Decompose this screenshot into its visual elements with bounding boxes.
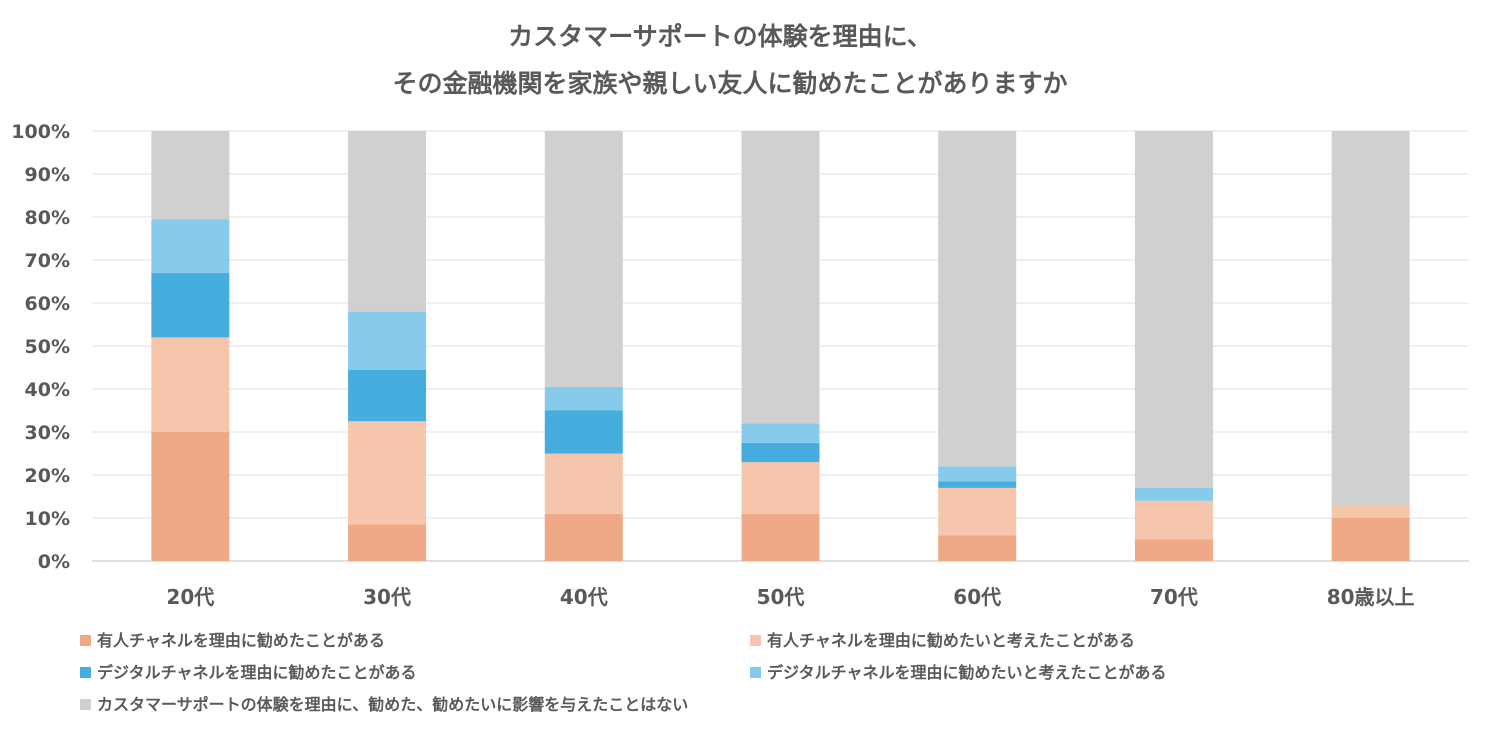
bar-segment-1 — [938, 535, 1017, 561]
y-tick-label: 50% — [25, 336, 70, 358]
bar-segment-3 — [938, 481, 1017, 488]
legend-swatch — [750, 667, 761, 678]
bar-segment-5 — [741, 131, 820, 424]
y-tick-label: 40% — [25, 379, 70, 401]
bar-segment-1 — [348, 524, 427, 561]
legend-label: デジタルチャネルを理由に勧めたことがある — [97, 663, 417, 682]
y-tick-label: 80% — [25, 207, 70, 229]
bar-segment-5 — [348, 131, 427, 312]
bar-segment-3 — [348, 369, 427, 422]
x-tick-label: 40代 — [560, 585, 608, 609]
legend-label: デジタルチャネルを理由に勧めたいと考えたことがある — [767, 663, 1167, 682]
bar-segment-4 — [741, 423, 820, 443]
bar-segment-3 — [741, 442, 820, 463]
chart-title-line-1: カスタマーサポートの体験を理由に、 — [508, 22, 932, 51]
bar-segment-1 — [1331, 518, 1410, 561]
y-tick-label: 60% — [25, 293, 70, 315]
bar-segment-4 — [1134, 487, 1213, 501]
legend-swatch — [80, 699, 91, 710]
bar-segment-2 — [151, 337, 230, 432]
bar-segment-5 — [1134, 131, 1213, 488]
bar-segment-1 — [1134, 539, 1213, 561]
bars — [151, 131, 1410, 561]
legend-swatch — [80, 635, 91, 646]
bar-segment-3 — [544, 410, 623, 454]
y-tick-label: 0% — [38, 551, 70, 573]
bar-segment-1 — [151, 432, 230, 561]
x-tick-label: 80歳以上 — [1327, 585, 1415, 609]
bar-segment-4 — [151, 219, 230, 273]
bar-segment-4 — [348, 311, 427, 370]
legend-label: 有人チャネルを理由に勧めたことがある — [97, 631, 385, 650]
x-tick-label: 50代 — [757, 585, 805, 609]
x-tick-label: 30代 — [363, 585, 411, 609]
y-axis-ticks: 0% 10% 20% 30% 40% 50% 60% 70% 80% 90% 100% — [11, 121, 70, 573]
legend: 有人チャネルを理由に勧めたことがある 有人チャネルを理由に勧めたいと考えたことがあ… — [80, 631, 1167, 714]
x-tick-label: 70代 — [1150, 585, 1198, 609]
bar-segment-2 — [741, 462, 820, 514]
x-tick-label: 60代 — [953, 585, 1001, 609]
bar-segment-4 — [544, 386, 623, 411]
bar-segment-1 — [544, 513, 623, 561]
y-tick-label: 30% — [25, 422, 70, 444]
legend-label: 有人チャネルを理由に勧めたいと考えたことがある — [767, 631, 1135, 650]
legend-label: カスタマーサポートの体験を理由に、勧めた、勧めたいに影響を与えたことはない — [97, 695, 688, 714]
bar-segment-2 — [1331, 505, 1410, 518]
x-axis-labels: 20代 30代 40代 50代 60代 70代 80歳以上 — [166, 585, 1414, 609]
y-tick-label: 20% — [25, 465, 70, 487]
bar-segment-1 — [741, 513, 820, 561]
y-tick-label: 10% — [25, 508, 70, 530]
chart-title-line-2: その金融機関を家族や親しい友人に勧めたことがありますか — [392, 69, 1067, 98]
x-tick-label: 20代 — [166, 585, 214, 609]
bar-segment-2 — [938, 487, 1017, 536]
legend-swatch — [750, 635, 761, 646]
bar-segment-3 — [151, 272, 230, 338]
y-tick-label: 90% — [25, 164, 70, 186]
bar-segment-2 — [1134, 500, 1213, 540]
bar-segment-4 — [938, 466, 1017, 482]
bar-segment-2 — [544, 453, 623, 514]
y-tick-label: 70% — [25, 250, 70, 272]
bar-segment-2 — [348, 421, 427, 525]
bar-segment-5 — [1331, 131, 1410, 506]
bar-segment-5 — [938, 131, 1017, 467]
y-tick-label: 100% — [11, 121, 70, 143]
bar-segment-5 — [544, 131, 623, 387]
bar-segment-5 — [151, 131, 230, 220]
legend-swatch — [80, 667, 91, 678]
